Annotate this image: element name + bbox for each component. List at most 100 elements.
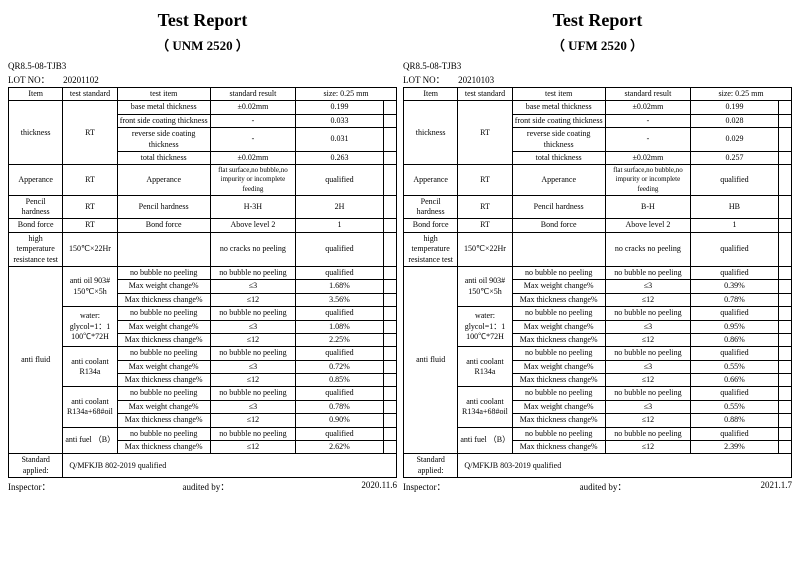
test-item-cell: Bond force [117, 219, 210, 232]
table-row: anti fuel （B）no bubble no peelingno bubb… [404, 427, 792, 440]
value-cell: qualified [296, 347, 384, 360]
value-cell: 0.88% [691, 414, 779, 427]
std-res-cell: no bubble no peeling [210, 307, 295, 320]
value-cell: 0.55% [691, 360, 779, 373]
value-cell: 0.95% [691, 320, 779, 333]
test-item-cell: no bubble no peeling [117, 387, 210, 400]
subtitle: （ UNM 2520 ） [8, 35, 397, 54]
blank-cell [778, 427, 791, 440]
std-group: anti coolant R134a+68#oil [458, 387, 512, 427]
test-item-cell: Max thickness change% [117, 333, 210, 346]
value-cell: qualified [296, 307, 384, 320]
value-cell: qualified [691, 427, 779, 440]
std-res-cell: ≤12 [210, 441, 295, 454]
table-row: anti fuel （B）no bubble no peelingno bubb… [9, 427, 397, 440]
doc-code: QR8.5-08-TJB3 [403, 61, 461, 71]
std-res-cell: no bubble no peeling [605, 347, 690, 360]
std-cell: RT [458, 195, 512, 219]
item-thickness: thickness [9, 101, 63, 165]
doc-code: QR8.5-08-TJB3 [8, 61, 66, 71]
blank-cell [778, 414, 791, 427]
std-res-cell: - [210, 114, 295, 127]
value-cell: qualified [691, 307, 779, 320]
std-res-cell: ±0.02mm [605, 151, 690, 164]
item-antifluid: anti fluid [404, 266, 458, 453]
blank-cell [383, 232, 396, 266]
blank-cell [383, 114, 396, 127]
value-cell: 0.199 [691, 101, 779, 114]
test-item-cell: Max weight change% [512, 320, 605, 333]
test-item-cell: base metal thickness [512, 101, 605, 114]
test-item-cell: Max weight change% [512, 400, 605, 413]
std-applied-value: Q/MFKJB 803-2019 qualified [458, 454, 792, 478]
std-res-cell: ≤3 [210, 400, 295, 413]
std-res-cell: ≤12 [605, 333, 690, 346]
value-cell: 0.199 [296, 101, 384, 114]
standard-applied-row: Standard applied:Q/MFKJB 803-2019 qualif… [404, 454, 792, 478]
test-item-cell: total thickness [512, 151, 605, 164]
std-res-cell: no bubble no peeling [605, 387, 690, 400]
test-item-cell: Max weight change% [117, 280, 210, 293]
value-cell: qualified [296, 266, 384, 279]
blank-cell [778, 387, 791, 400]
col-item: Item [9, 88, 63, 101]
table-row: anti coolant R134ano bubble no peelingno… [9, 347, 397, 360]
value-cell: HB [691, 195, 779, 219]
std-res-cell: ≤12 [210, 374, 295, 387]
item-cell: Apperance [404, 165, 458, 195]
blank-cell [383, 266, 396, 279]
value-cell: 0.55% [691, 400, 779, 413]
std-res-cell: ±0.02mm [210, 101, 295, 114]
lot-label: LOT NO： [403, 75, 445, 85]
lot-row: LOT NO： 20201102 [8, 73, 397, 86]
test-item-cell: reverse side coating thickness [117, 128, 210, 152]
test-item-cell: Pencil hardness [117, 195, 210, 219]
value-cell: 0.263 [296, 151, 384, 164]
std-res-cell: Above level 2 [605, 219, 690, 232]
blank-cell [383, 280, 396, 293]
col-test-std: test standard [458, 88, 512, 101]
test-item-cell: Max thickness change% [512, 333, 605, 346]
std-cell: RT [458, 165, 512, 195]
table-row: anti fluidanti oil 903# 150℃×5hno bubble… [404, 266, 792, 279]
col-std-res: standard result [210, 88, 295, 101]
value-cell: 1.68% [296, 280, 384, 293]
blank-cell [383, 360, 396, 373]
test-item-cell: Max weight change% [117, 400, 210, 413]
std-cell: RT [63, 165, 117, 195]
std-res-cell: no bubble no peeling [210, 347, 295, 360]
subtitle: （ UFM 2520 ） [403, 35, 792, 54]
std-res-cell: ≤3 [605, 280, 690, 293]
test-item-cell: front side coating thickness [512, 114, 605, 127]
test-item-cell: Max thickness change% [512, 441, 605, 454]
table-row: high temperature resistance test150℃×22H… [9, 232, 397, 266]
std-res-cell: ≤12 [210, 333, 295, 346]
test-item-cell: Max weight change% [117, 320, 210, 333]
std-group: water: glycol=1：1 100℃*72H [458, 307, 512, 347]
item-antifluid: anti fluid [9, 266, 63, 453]
table-row: thicknessRTbase metal thickness±0.02mm0.… [9, 101, 397, 114]
test-item-cell: front side coating thickness [117, 114, 210, 127]
table-row: water: glycol=1：1 100℃*72Hno bubble no p… [9, 307, 397, 320]
std-res-cell: B-H [605, 195, 690, 219]
std-res-cell: - [210, 128, 295, 152]
value-cell: qualified [296, 387, 384, 400]
value-cell: 0.78% [691, 293, 779, 306]
lot-label: LOT NO： [8, 75, 50, 85]
test-item-cell: Max thickness change% [117, 441, 210, 454]
test-item-cell: total thickness [117, 151, 210, 164]
table-row: anti coolant R134ano bubble no peelingno… [404, 347, 792, 360]
value-cell: qualified [691, 387, 779, 400]
std-group: anti coolant R134a+68#oil [63, 387, 117, 427]
value-cell: 2.39% [691, 441, 779, 454]
test-item-cell: Apperance [117, 165, 210, 195]
col-item: Item [404, 88, 458, 101]
value-cell: 0.90% [296, 414, 384, 427]
std-res-cell: no bubble no peeling [605, 427, 690, 440]
value-cell: qualified [691, 347, 779, 360]
blank-cell [383, 427, 396, 440]
blank-cell [778, 165, 791, 195]
std-res-cell: ≤12 [605, 441, 690, 454]
std-group: anti fuel （B） [63, 427, 117, 454]
blank-cell [383, 414, 396, 427]
